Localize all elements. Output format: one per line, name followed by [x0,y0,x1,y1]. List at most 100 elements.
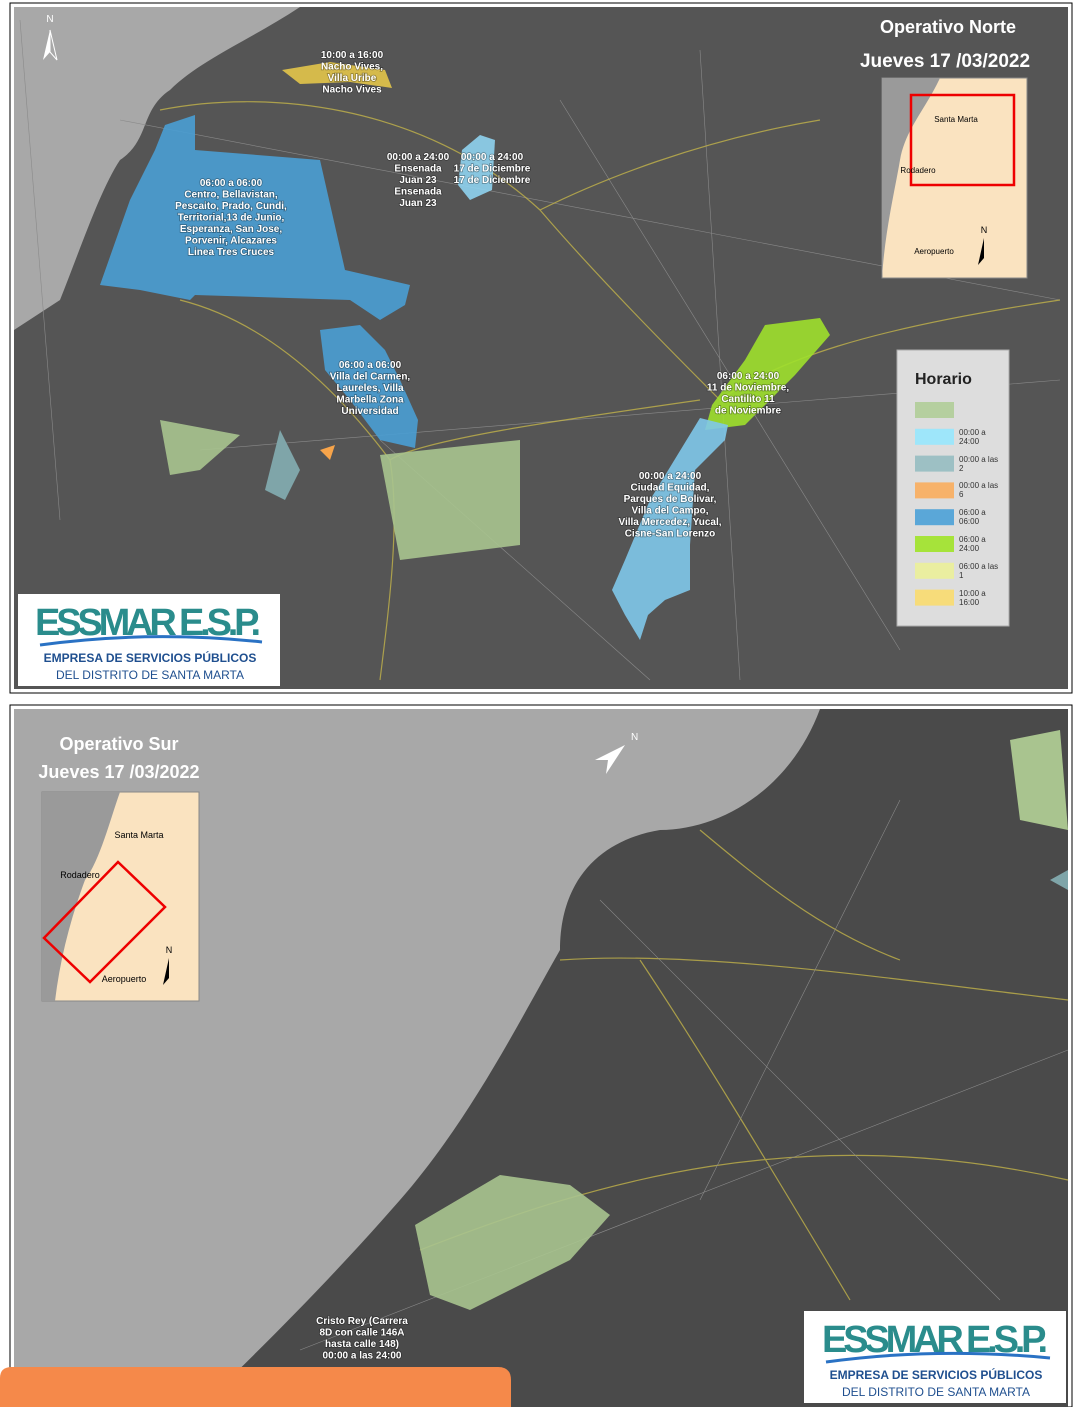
legend-swatch [915,455,954,472]
zone-label: 06:00 a 06:00 Centro, Bellavistan, Pescait… [175,178,287,258]
zone-label-line: Cristo Rey (Carrera [316,1316,408,1327]
zone-label-line: Cantilito 11 [721,394,775,405]
zone-label-line: Villa del Campo, [631,506,708,517]
title: Operativo Norte [880,17,1016,37]
zone-label-line: Ciudad Equidad, [631,483,710,494]
logo: ESSMAR E.S.P. EMPRESA DE SERVICIOS PÚBLI… [18,594,280,686]
zone-label-line: 00:00 a 24:00 [387,152,450,163]
logo-line: DEL DISTRITO DE SANTA MARTA [842,1385,1030,1399]
green-area [380,440,520,560]
water-area [1050,870,1068,890]
logo-swoosh [825,1351,1051,1364]
inset-label: Rodadero [60,870,100,880]
north-arrow [595,745,625,774]
inset-extent [42,860,167,984]
legend-label: 06:00 a 06:00 [959,508,986,527]
legend-label-box: 00:00 a 24:00 [959,427,986,446]
north-arrow [43,30,50,60]
zone-label-line: 11 de Noviembre, [707,383,789,394]
legend-title: Horario [915,371,972,388]
zone-label-line: 00:00 a las 24:00 [323,1351,402,1362]
legend-swatch [915,428,954,445]
legend-label: 00:00 a las 6 [959,481,999,500]
legend-label-box: 06:00 a 06:00 [959,508,986,527]
zone-label-line: de Noviembre [715,406,782,417]
inset-north-arrow [163,958,169,985]
legend-label-box: 06:00 a 24:00 [959,535,986,553]
legend-label-box: 10:00 a 16:00 [959,588,986,607]
legend-label: 10:00 a 16:00 [959,588,986,607]
zone-label: 00:00 a 24:00 17 de Diciembre 17 de Diciem… [454,152,531,186]
legend-label-box: 00:00 a las 6 [959,481,999,500]
zone-label: 00:00 a 24:00 Ensenada Juan 23 Ensenada Juan… [387,152,450,209]
logo-line: EMPRESA DE SERVICIOS PÚBLICOS [44,650,257,665]
bottom-bar [0,1367,511,1407]
date: Jueves 17 /03/2022 [860,51,1030,72]
zone-label-line: Esperanza, San Jose, [180,224,282,235]
zone-label-line: 06:00 a 06:00 [200,178,263,189]
inset-label: Santa Marta [934,115,978,124]
sea [14,7,300,330]
zone-label-line: Nacho Vives [322,85,382,96]
inset-extent [909,93,1016,187]
zone-label-line: 10:00 a 16:00 [321,50,384,61]
zone-area [100,115,410,320]
logo: ESSMAR E.S.P. EMPRESA DE SERVICIOS PÚBLI… [804,1311,1066,1403]
legend-label-box: 06:00 a las 1 [959,562,998,580]
zone-label-line: Marbella Zona [336,395,404,406]
inset-north-label: N [166,945,173,955]
zone-label-line: Villa Mercedez, Yucal, [618,517,721,528]
zone-label-line: Pescaito, Prado, Cundi, [175,201,287,212]
inset-north-arrow [978,238,984,265]
zone-area [458,135,495,200]
zone-label-line: Centro, Bellavistan, [184,190,278,201]
legend-label-box: 00:00 a las 2 [959,454,999,473]
zone-label-line: Juan 23 [399,175,437,186]
zone-label-line: Porvenir, Alcazares [185,236,277,247]
zone-area [282,62,392,88]
inset-label: Rodadero [900,166,936,175]
zone-label-line: hasta calle 148) [325,1339,399,1350]
zone-area [705,318,830,430]
inset-label: Santa Marta [114,830,163,840]
zone-label-line: 17 de Diciembre [454,175,531,186]
logo-line: DEL DISTRITO DE SANTA MARTA [56,668,244,682]
inset-north-label: N [981,225,988,235]
legend-swatch [915,482,954,499]
zone-label-line: Cisne-San Lorenzo [625,529,716,540]
north-label: N [46,14,53,25]
zone-label-line: Ensenada [394,187,442,198]
zone-label: Cristo Rey (Carrera 8D con calle 146A hast… [316,1316,408,1362]
green-area [160,420,240,475]
water-area [265,430,300,500]
zone-label-line: 17 de Diciembre [454,164,531,175]
zone-label-line: Linea Tres Cruces [188,247,275,258]
north-arrow [49,29,58,61]
zone-label-line: 06:00 a 06:00 [339,360,402,371]
legend-swatch [915,402,954,418]
zone-label-line: 00:00 a 24:00 [461,152,524,163]
zone-label-line: Villa del Carmen, [330,372,411,383]
logo-line: EMPRESA DE SERVICIOS PÚBLICOS [830,1367,1043,1382]
zone-label-line: Villa Uribe [328,73,377,84]
legend-swatch [915,589,954,606]
logo-swoosh [39,635,263,647]
legend-swatch [915,509,954,526]
zone-label-line: 06:00 a 24:00 [717,371,780,382]
zone-label-line: Juan 23 [399,198,437,209]
legend-label: 00:00 a 24:00 [959,427,986,446]
date: Jueves 17 /03/2022 [38,762,199,782]
zone-label-line: Territorial,13 de Junio, [178,213,285,224]
inset-sea [42,792,120,1001]
zone-label-line: 8D con calle 146A [319,1328,404,1339]
zone-label: 00:00 a 24:00 Ciudad Equidad, Parques de B… [618,471,721,540]
title: Operativo Sur [59,734,178,754]
zone-label-line: Nacho Vives, [321,62,383,73]
zone-label-line: Ensenada [394,164,442,175]
green-area [1010,730,1068,830]
inset-label: Aeropuerto [914,247,954,256]
legend-swatch [915,536,954,552]
inset-label: Aeropuerto [102,974,147,984]
legend-label: 00:00 a las 2 [959,454,999,473]
north-label: N [631,732,638,743]
